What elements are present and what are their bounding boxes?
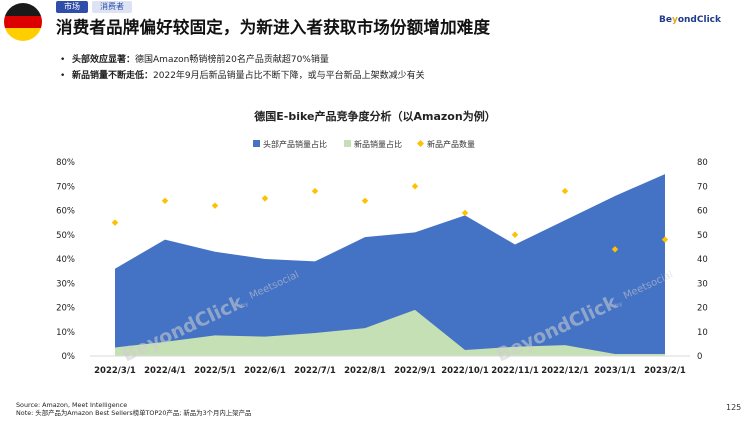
legend-new-share-label: 新品销量占比: [354, 139, 402, 149]
x-tick-label: 2022/5/1: [194, 366, 236, 376]
chart-title: 德国E-bike产品竞争度分析（以Amazon为例）: [253, 109, 495, 123]
y-left-tick-label: 0%: [62, 352, 76, 362]
y-left-tick-label: 10%: [56, 328, 75, 338]
key-findings-list: 头部效应显著：德国Amazon畅销榜前20名产品贡献超70%销量 新品销量不断走…: [60, 52, 425, 84]
competition-chart: 德国E-bike产品竞争度分析（以Amazon为例） 头部产品销量占比 新品销量…: [0, 100, 750, 395]
y-right-tick-label: 20: [697, 304, 708, 314]
logo-text-start: Be: [659, 15, 672, 25]
watermark-by-left: by: [240, 300, 250, 310]
tag-market[interactable]: 市场: [56, 1, 88, 13]
new-count-marker[interactable]: [411, 183, 419, 190]
y-right-tick-label: 30: [697, 279, 708, 289]
x-tick-label: 2022/7/1: [294, 366, 336, 376]
finding-head-effect: 头部效应显著：德国Amazon畅销榜前20名产品贡献超70%销量: [60, 52, 425, 68]
y-right-tick-label: 60: [697, 207, 708, 217]
finding-new-products: 新品销量不断走低：2022年9月后新品销量占比不断下降，或与平台新品上架数减少有…: [60, 68, 425, 84]
flag-band-black: [4, 3, 42, 16]
logo-text-accent: y: [671, 15, 678, 25]
new-count-marker[interactable]: [111, 219, 119, 226]
x-tick-label: 2022/4/1: [144, 366, 186, 376]
new-count-marker[interactable]: [461, 209, 469, 217]
new-count-marker[interactable]: [511, 231, 519, 238]
x-tick-label: 2022/6/1: [244, 366, 286, 376]
y-left-tick-label: 70%: [56, 182, 75, 192]
footer-notes: Source: Amazon, Meet Intelligence Note: …: [16, 401, 251, 417]
y-right-tick-label: 0: [697, 352, 702, 362]
chart-svg: 德国E-bike产品竞争度分析（以Amazon为例） 头部产品销量占比 新品销量…: [56, 109, 708, 376]
x-axis: 2022/3/1 2022/4/1 2022/5/1 2022/6/1 2022/7/1…: [90, 355, 690, 376]
y-left-tick-label: 40%: [56, 255, 75, 265]
legend-new-share-swatch: [344, 140, 351, 147]
legend-new-count-label: 新品产品数量: [427, 139, 475, 149]
new-count-marker[interactable]: [211, 202, 219, 209]
y-axis-right: 0 10 20 30 40 50 60 70 80: [697, 158, 708, 362]
y-left-tick-label: 50%: [56, 231, 75, 241]
y-right-tick-label: 70: [697, 182, 708, 192]
flag-band-red: [4, 15, 42, 29]
x-tick-label: 2022/9/1: [394, 366, 436, 376]
y-right-tick-label: 10: [697, 328, 708, 338]
flag-band-gold: [4, 28, 42, 41]
new-count-marker[interactable]: [661, 236, 669, 243]
x-tick-label: 2022/3/1: [94, 366, 136, 376]
legend-new-count-marker: [417, 140, 424, 147]
source-note: Source: Amazon, Meet Intelligence: [16, 401, 128, 409]
logo-text-end: ondClick: [677, 15, 721, 25]
x-tick-label: 2022/12/1: [541, 366, 589, 376]
beyondclick-logo: BeyondClick: [659, 15, 721, 25]
x-tick-label: 2022/11/1: [491, 366, 539, 376]
y-left-tick-label: 80%: [56, 158, 75, 168]
watermark-by-right: by: [614, 300, 624, 310]
x-tick-label: 2023/1/1: [594, 366, 636, 376]
y-left-tick-label: 20%: [56, 304, 75, 314]
y-right-tick-label: 40: [697, 255, 708, 265]
new-count-marker[interactable]: [261, 195, 269, 202]
finding-head-effect-text: 德国Amazon畅销榜前20名产品贡献超70%销量: [135, 55, 329, 65]
definition-note: Note: 头部产品为Amazon Best Sellers榜单TOP20产品;…: [16, 409, 252, 417]
page-number: 125: [726, 403, 742, 412]
x-tick-label: 2022/8/1: [344, 366, 386, 376]
legend-head-share-swatch: [253, 140, 260, 147]
head-share-area: [115, 174, 665, 356]
finding-new-products-label: 新品销量不断走低：: [72, 71, 154, 81]
chart-legend: 头部产品销量占比 新品销量占比 新品产品数量: [253, 139, 475, 149]
new-count-marker[interactable]: [311, 187, 319, 195]
category-tags: 市场 消费者: [56, 1, 132, 13]
legend-head-share-label: 头部产品销量占比: [263, 139, 327, 149]
y-left-tick-label: 60%: [56, 207, 75, 217]
new-count-marker[interactable]: [361, 197, 369, 204]
y-axis-left: 0% 10% 20% 30% 40% 50% 60% 70% 80%: [56, 158, 75, 362]
new-count-marker[interactable]: [561, 187, 569, 195]
new-count-marker[interactable]: [161, 197, 169, 204]
new-share-area: [115, 309, 665, 356]
germany-flag-icon: [4, 3, 42, 41]
finding-new-products-text: 2022年9月后新品销量占比不断下降，或与平台新品上架数减少有关: [153, 71, 425, 81]
x-tick-label: 2022/10/1: [441, 366, 489, 376]
tag-consumer[interactable]: 消费者: [92, 1, 132, 13]
finding-head-effect-label: 头部效应显著：: [72, 55, 136, 65]
page-title: 消费者品牌偏好较固定，为新进入者获取市场份额增加难度: [56, 18, 491, 37]
new-count-marker[interactable]: [611, 246, 619, 253]
x-tick-label: 2023/2/1: [644, 366, 686, 376]
y-right-tick-label: 80: [697, 158, 708, 168]
y-right-tick-label: 50: [697, 231, 708, 241]
y-left-tick-label: 30%: [56, 279, 75, 289]
